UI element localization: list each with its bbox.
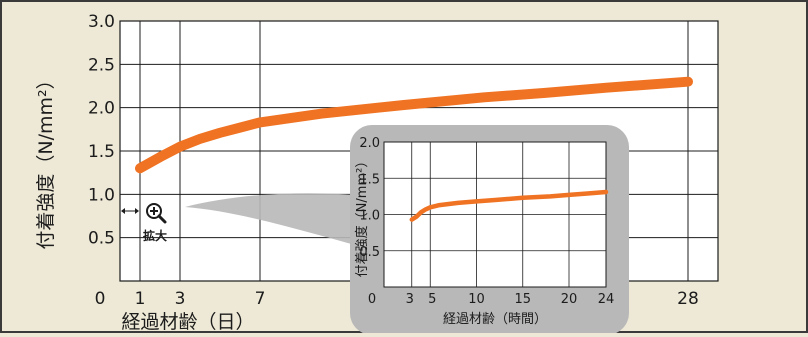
main-x-axis-label: 経過材齢（日） [121,311,254,333]
main-x-tick-label: 28 [677,289,699,309]
main-y-tick-label: 3.0 [88,12,115,32]
main-x-tick-label: 1 [135,289,146,309]
inset-x-tick-label: 5 [428,292,436,307]
main-x-tick-label: 0 [95,289,106,309]
inset-x-tick-label: 3 [406,292,414,307]
inset-y-tick-label: 1.0 [359,209,380,224]
inset-x-tick-label: 15 [514,292,531,307]
range-bracket-arrow-left [121,208,125,214]
main-y-tick-label: 2.0 [88,99,115,119]
inset-y-tick-label: 2.0 [359,136,380,151]
inset-x-axis-label: 経過材齢（時間） [443,312,547,327]
inset-x-tick-label: 24 [598,292,615,307]
inset-y-tick-label: 1.5 [359,172,380,187]
range-bracket-arrow-right [135,208,139,214]
main-y-tick-label: 1.0 [88,185,115,205]
inset-x-tick-label: 20 [561,292,578,307]
main-y-tick-label: 0.5 [88,229,115,249]
magnifier-plus-icon [146,203,167,224]
inset-y-tick-label: 0.5 [359,245,380,260]
main-series-line [135,76,693,174]
main-x-tick-label: 3 [175,289,186,309]
inset-x-tick-label: 10 [468,292,485,307]
inset-y-axis-label: 付着強度（N/mm²） [354,155,370,278]
main-y-tick-label: 2.5 [88,55,115,75]
inset-series-line [409,189,609,222]
zoom-label: 拡大 [143,228,167,243]
inset-x-tick-label: 0 [368,292,376,307]
main-y-axis-label: 付着強度（N/mm²） [35,70,57,249]
main-x-tick-label: 7 [255,289,266,309]
main-y-tick-label: 1.5 [88,142,115,162]
inset-chart: 0.5 1.0 1.5 2.0 0 3 5 10 15 20 24 付着強度（N/mm²） 経過材齢（時… [350,125,629,335]
magnifier-handle [157,214,167,224]
